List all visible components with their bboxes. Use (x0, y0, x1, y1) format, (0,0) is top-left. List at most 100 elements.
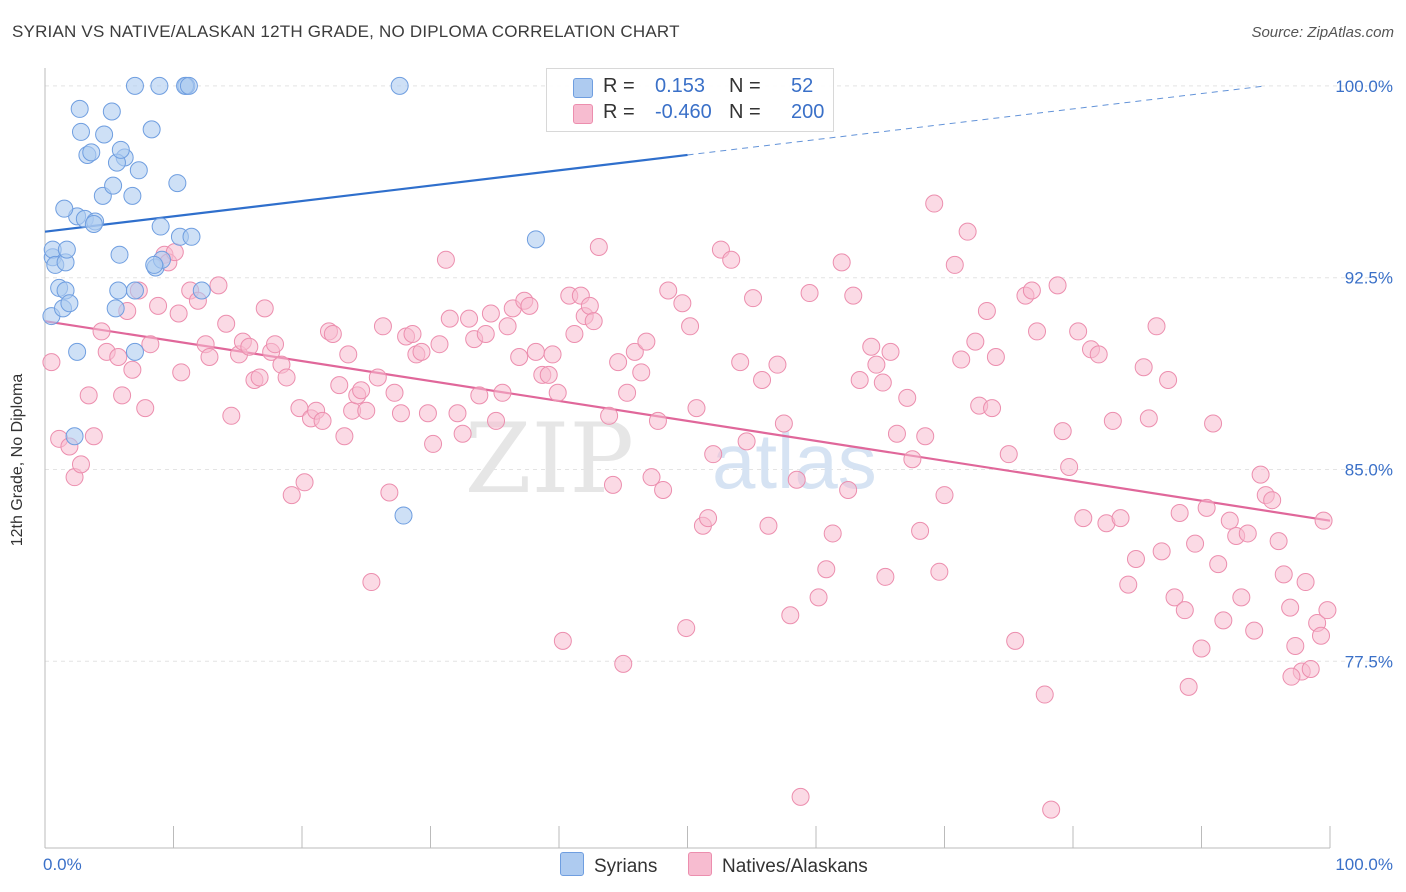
point-natives (487, 411, 506, 430)
point-natives (1134, 358, 1153, 377)
point-natives (565, 324, 584, 343)
grid-layer (45, 85, 1392, 662)
point-natives (589, 238, 608, 257)
bottom-legend-label: Natives/Alaskans (722, 856, 868, 877)
point-natives (983, 399, 1002, 418)
point-syrians (102, 102, 121, 121)
point-natives (330, 376, 349, 395)
point-natives (255, 299, 274, 318)
bottom-swatch-syrians (560, 852, 584, 876)
point-syrians (65, 427, 84, 446)
point-natives (1209, 555, 1228, 574)
point-natives (1042, 800, 1061, 819)
point-natives (768, 355, 787, 374)
point-natives (744, 289, 763, 308)
point-natives (1103, 411, 1122, 430)
point-syrians (390, 76, 409, 95)
point-syrians (192, 281, 211, 300)
point-natives (844, 286, 863, 305)
point-natives (677, 619, 696, 638)
point-syrians (111, 140, 130, 159)
point-natives (887, 424, 906, 443)
point-natives (832, 253, 851, 272)
point-natives (1147, 317, 1166, 336)
legend-r-value: -0.460 (655, 101, 712, 123)
trend-line-natives (44, 320, 1331, 522)
point-natives (1170, 503, 1189, 522)
point-natives (553, 631, 572, 650)
point-natives (1053, 422, 1072, 441)
point-natives (412, 342, 431, 361)
point-natives (817, 560, 836, 579)
point-natives (84, 427, 103, 446)
point-natives (1048, 276, 1067, 295)
point-natives (476, 324, 495, 343)
point-natives (113, 386, 132, 405)
point-natives (460, 309, 479, 328)
point-natives (839, 480, 858, 499)
point-natives (1060, 457, 1079, 476)
point-natives (335, 427, 354, 446)
axis-layer (44, 68, 1331, 849)
point-natives (282, 486, 301, 505)
point-natives (1318, 601, 1337, 620)
point-natives (209, 276, 228, 295)
point-natives (240, 337, 259, 356)
point-natives (1006, 631, 1025, 650)
point-natives (172, 363, 191, 382)
point-natives (966, 332, 985, 351)
point-natives (498, 317, 517, 336)
point-natives (737, 432, 756, 451)
trend-layer (44, 85, 1331, 522)
x-tick-label: 100.0% (1335, 855, 1393, 874)
trend-line-syrians-extension (687, 85, 1266, 156)
point-natives (791, 787, 810, 806)
point-natives (1175, 601, 1194, 620)
point-natives (614, 654, 633, 673)
point-natives (453, 424, 472, 443)
point-natives (339, 345, 358, 364)
legend-swatch-natives (573, 104, 593, 124)
y-tick-label: 77.5% (1345, 652, 1393, 671)
point-natives (1296, 573, 1315, 592)
point-natives (1126, 550, 1145, 569)
point-natives (1282, 667, 1301, 686)
point-natives (787, 470, 806, 489)
legend-n-value: 52 (791, 75, 814, 97)
point-natives (250, 368, 269, 387)
point-natives (1197, 498, 1216, 517)
point-syrians (182, 227, 201, 246)
point-natives (659, 281, 678, 300)
point-natives (42, 353, 61, 372)
point-natives (1245, 621, 1264, 640)
point-syrians (68, 342, 87, 361)
source-note: Source: ZipAtlas.com (1251, 24, 1394, 41)
point-natives (136, 399, 155, 418)
point-natives (543, 345, 562, 364)
point-natives (222, 406, 241, 425)
point-natives (539, 365, 558, 384)
point-natives (217, 314, 236, 333)
point-natives (380, 483, 399, 502)
point-natives (1232, 588, 1251, 607)
point-natives (92, 322, 111, 341)
point-natives (430, 335, 449, 354)
point-syrians (70, 99, 89, 118)
point-natives (759, 516, 778, 535)
point-natives (548, 383, 567, 402)
point-natives (977, 301, 996, 320)
point-natives (916, 427, 935, 446)
point-natives (1139, 409, 1158, 428)
point-natives (1028, 322, 1047, 341)
point-natives (313, 411, 332, 430)
point-natives (903, 450, 922, 469)
point-syrians (394, 506, 413, 525)
point-natives (1119, 575, 1138, 594)
point-syrians (145, 255, 164, 274)
point-natives (403, 324, 422, 343)
point-syrians (57, 240, 76, 259)
point-natives (1286, 636, 1305, 655)
point-natives (418, 404, 437, 423)
point-syrians (84, 215, 103, 233)
